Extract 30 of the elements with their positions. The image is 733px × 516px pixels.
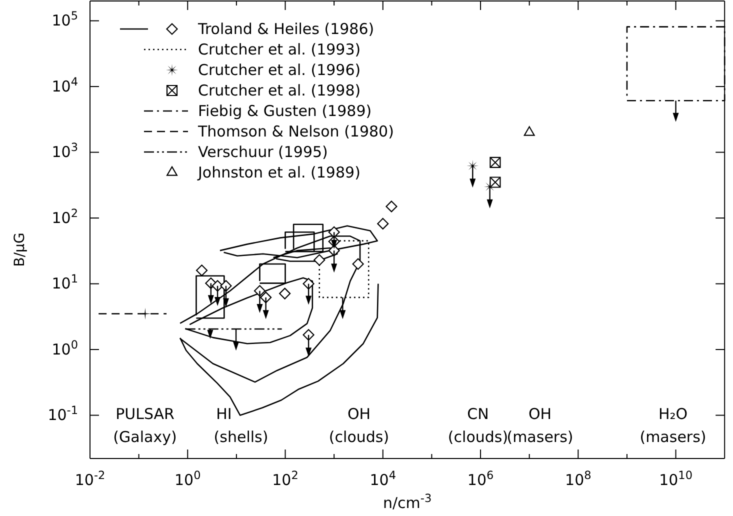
y-tick-label: 10$^{5}$ [52,9,78,30]
annotation: H₂O (masers) [640,405,706,446]
x-tick-label: 10$^{10}$ [659,468,692,489]
legend-label: Troland & Heiles (1986) [197,20,374,38]
y-tick-label: 10$^{3}$ [52,140,78,162]
x-axis-title: n/cm$^{-3}$ [382,492,432,512]
y-tick-label: 10$^{2}$ [52,206,78,227]
y-tick-label: 10$^{1}$ [52,272,78,293]
y-tick-label: 10$^{0}$ [52,338,78,358]
legend-label: Verschuur (1995) [198,143,328,161]
annotation: OH (masers) [506,405,574,446]
annotation: HI (shells) [214,405,268,446]
legend-label: Thomson & Nelson (1980) [197,122,394,140]
x-tick-label: 10$^{6}$ [467,468,494,489]
x-tick-label: 10$^{8}$ [565,468,592,489]
annotation: PULSAR (Galaxy) [113,405,177,446]
x-tick-label: 10$^{-2}$ [74,468,106,489]
x-tick-label: 10$^{2}$ [272,468,298,489]
annotation: OH (clouds) [328,405,390,446]
y-tick-label: 10$^{4}$ [52,74,78,96]
legend-label: Crutcher et al. (1996) [198,61,361,79]
x-tick-label: 10$^{4}$ [370,468,396,489]
legend-label: Crutcher et al. (1993) [198,40,361,58]
legend-label: Fiebig & Gusten (1989) [198,102,372,120]
annotation: CN (clouds) [448,405,508,446]
legend-label: Crutcher et al. (1998) [198,82,361,100]
legend-label: Johnston et al. (1989) [197,164,360,182]
x-tick-label: 10$^{0}$ [174,468,201,489]
y-tick-label: 10$^{-1}$ [48,404,78,424]
y-axis-title: B/μG [12,232,28,267]
